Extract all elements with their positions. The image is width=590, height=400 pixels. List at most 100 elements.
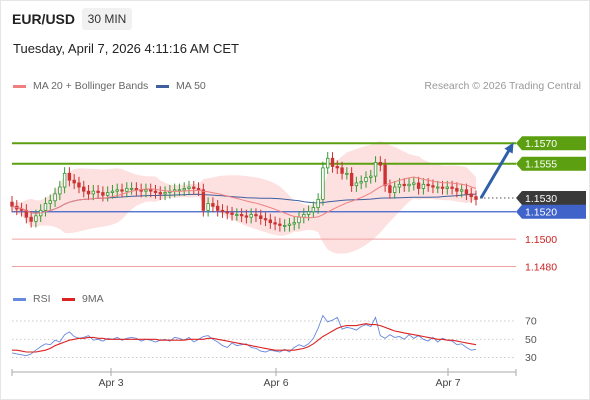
candle (450, 186, 454, 189)
candle (249, 214, 253, 218)
candle (91, 190, 96, 195)
x-tick-label: Apr 6 (263, 377, 288, 389)
x-tick-label: Apr 3 (98, 377, 123, 389)
rsi-tick-label: 50 (525, 334, 537, 346)
price-tag (516, 191, 586, 206)
rsi-line (11, 314, 477, 357)
rsi-tick-label: 30 (525, 352, 537, 364)
candle (278, 223, 282, 226)
candle (330, 157, 335, 167)
candle (177, 189, 182, 192)
price-tag-bg (516, 191, 586, 206)
candle (163, 192, 167, 195)
candle (215, 205, 220, 211)
copyright: Research © 2026 Trading Central (424, 80, 581, 92)
rsi-swatch (13, 297, 26, 301)
candle (125, 188, 129, 192)
candle (273, 222, 277, 225)
candle (397, 183, 402, 188)
candle (158, 192, 162, 195)
candle (354, 182, 359, 187)
price-tag (516, 156, 586, 171)
candle (421, 183, 426, 189)
candle (445, 186, 450, 189)
rsi-label: RSI (33, 293, 51, 305)
candle (254, 214, 258, 217)
candle (402, 183, 406, 187)
candle (101, 192, 105, 196)
candle (459, 189, 464, 192)
legend-rsi: RSI (13, 293, 51, 305)
price-tag (516, 136, 586, 151)
candle (431, 185, 435, 188)
timestamp: Tuesday, April 7, 2026 4:11:16 AM CET (13, 41, 239, 56)
price-tag-bg (516, 204, 586, 219)
candle (316, 198, 320, 209)
candle (407, 183, 411, 187)
legend-ma50: MA 50 (156, 80, 206, 92)
candle (378, 161, 383, 166)
candle (182, 188, 186, 191)
candle (259, 215, 263, 219)
candle (474, 196, 478, 200)
candle (383, 164, 387, 187)
ma20-line (11, 176, 477, 219)
candle (225, 211, 229, 214)
candle (153, 190, 158, 193)
ma9-label: 9MA (82, 293, 104, 305)
candle (359, 181, 363, 184)
candle (77, 182, 81, 188)
candle (440, 186, 445, 189)
candle (48, 200, 52, 204)
candle (10, 201, 14, 207)
candle (412, 182, 416, 185)
candle (340, 167, 344, 174)
candle (388, 185, 392, 193)
price-tag (516, 204, 586, 219)
rsi-ma-line (12, 323, 477, 353)
price-tag-bg (516, 136, 586, 151)
candle (187, 186, 191, 189)
ma20-label: MA 20 + Bollinger Bands (33, 80, 149, 92)
candle (220, 209, 225, 213)
candle (268, 219, 273, 224)
candle (321, 167, 325, 200)
legend-9ma: 9MA (62, 293, 104, 305)
candle (426, 183, 430, 187)
timeframe-badge[interactable]: 30 MIN (82, 8, 132, 30)
candle (58, 186, 62, 195)
candle (349, 172, 354, 187)
candle (282, 225, 287, 227)
candle (201, 189, 206, 211)
candle (306, 211, 311, 215)
candle (196, 188, 201, 191)
candle (392, 186, 397, 193)
candle (469, 193, 473, 198)
ma9-swatch (62, 297, 75, 301)
candle (96, 190, 100, 193)
candle (149, 189, 153, 192)
candle (192, 186, 196, 189)
candle (230, 212, 234, 215)
price-label: 1.1555 (525, 159, 557, 171)
candle (82, 186, 86, 192)
candle (206, 203, 210, 211)
ma50-label: MA 50 (176, 80, 206, 92)
candle (292, 222, 296, 225)
candle (129, 188, 134, 190)
x-tick-label: Apr 7 (435, 377, 460, 389)
symbol-title: EUR/USD (12, 11, 76, 27)
candle (115, 189, 119, 192)
candle (43, 203, 48, 211)
candle (120, 189, 124, 192)
price-label: 1.1570 (525, 138, 557, 150)
candle (29, 216, 33, 222)
forecast-arrow-head (504, 142, 514, 154)
candle (211, 203, 215, 207)
candle (263, 218, 268, 221)
candle (455, 188, 459, 192)
candle (144, 189, 148, 192)
candle (416, 182, 421, 189)
candle (364, 177, 368, 182)
